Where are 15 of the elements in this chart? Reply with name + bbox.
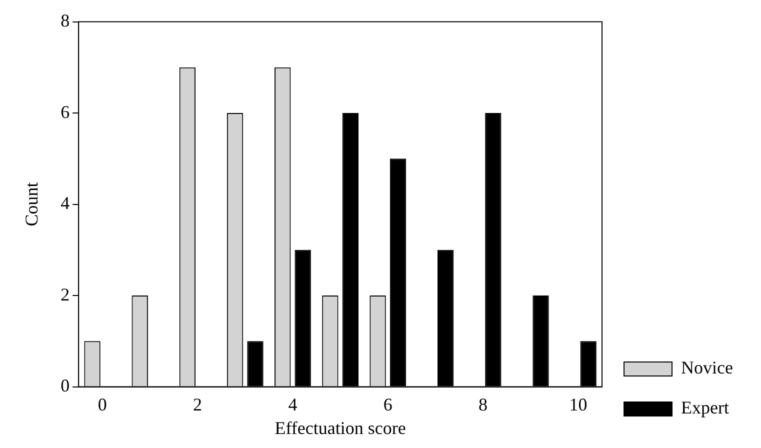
x-axis-title: Effectuation score (274, 418, 406, 438)
y-tick-label: 8 (60, 10, 70, 31)
x-tick-label: 0 (98, 394, 107, 414)
y-tick-label: 2 (60, 284, 70, 304)
x-tick-label: 2 (193, 394, 202, 414)
x-tick-label: 6 (383, 394, 392, 414)
y-axis-title: Count (22, 182, 42, 226)
x-tick-label: 8 (478, 394, 488, 414)
legend-label: Novice (681, 358, 734, 378)
y-tick-label: 4 (60, 193, 70, 214)
y-tick-label: 0 (60, 376, 70, 396)
x-tick-label: 10 (569, 394, 588, 414)
x-tick-label: 4 (288, 394, 298, 414)
y-tick-label: 6 (60, 102, 70, 122)
legend-label: Expert (681, 398, 730, 418)
